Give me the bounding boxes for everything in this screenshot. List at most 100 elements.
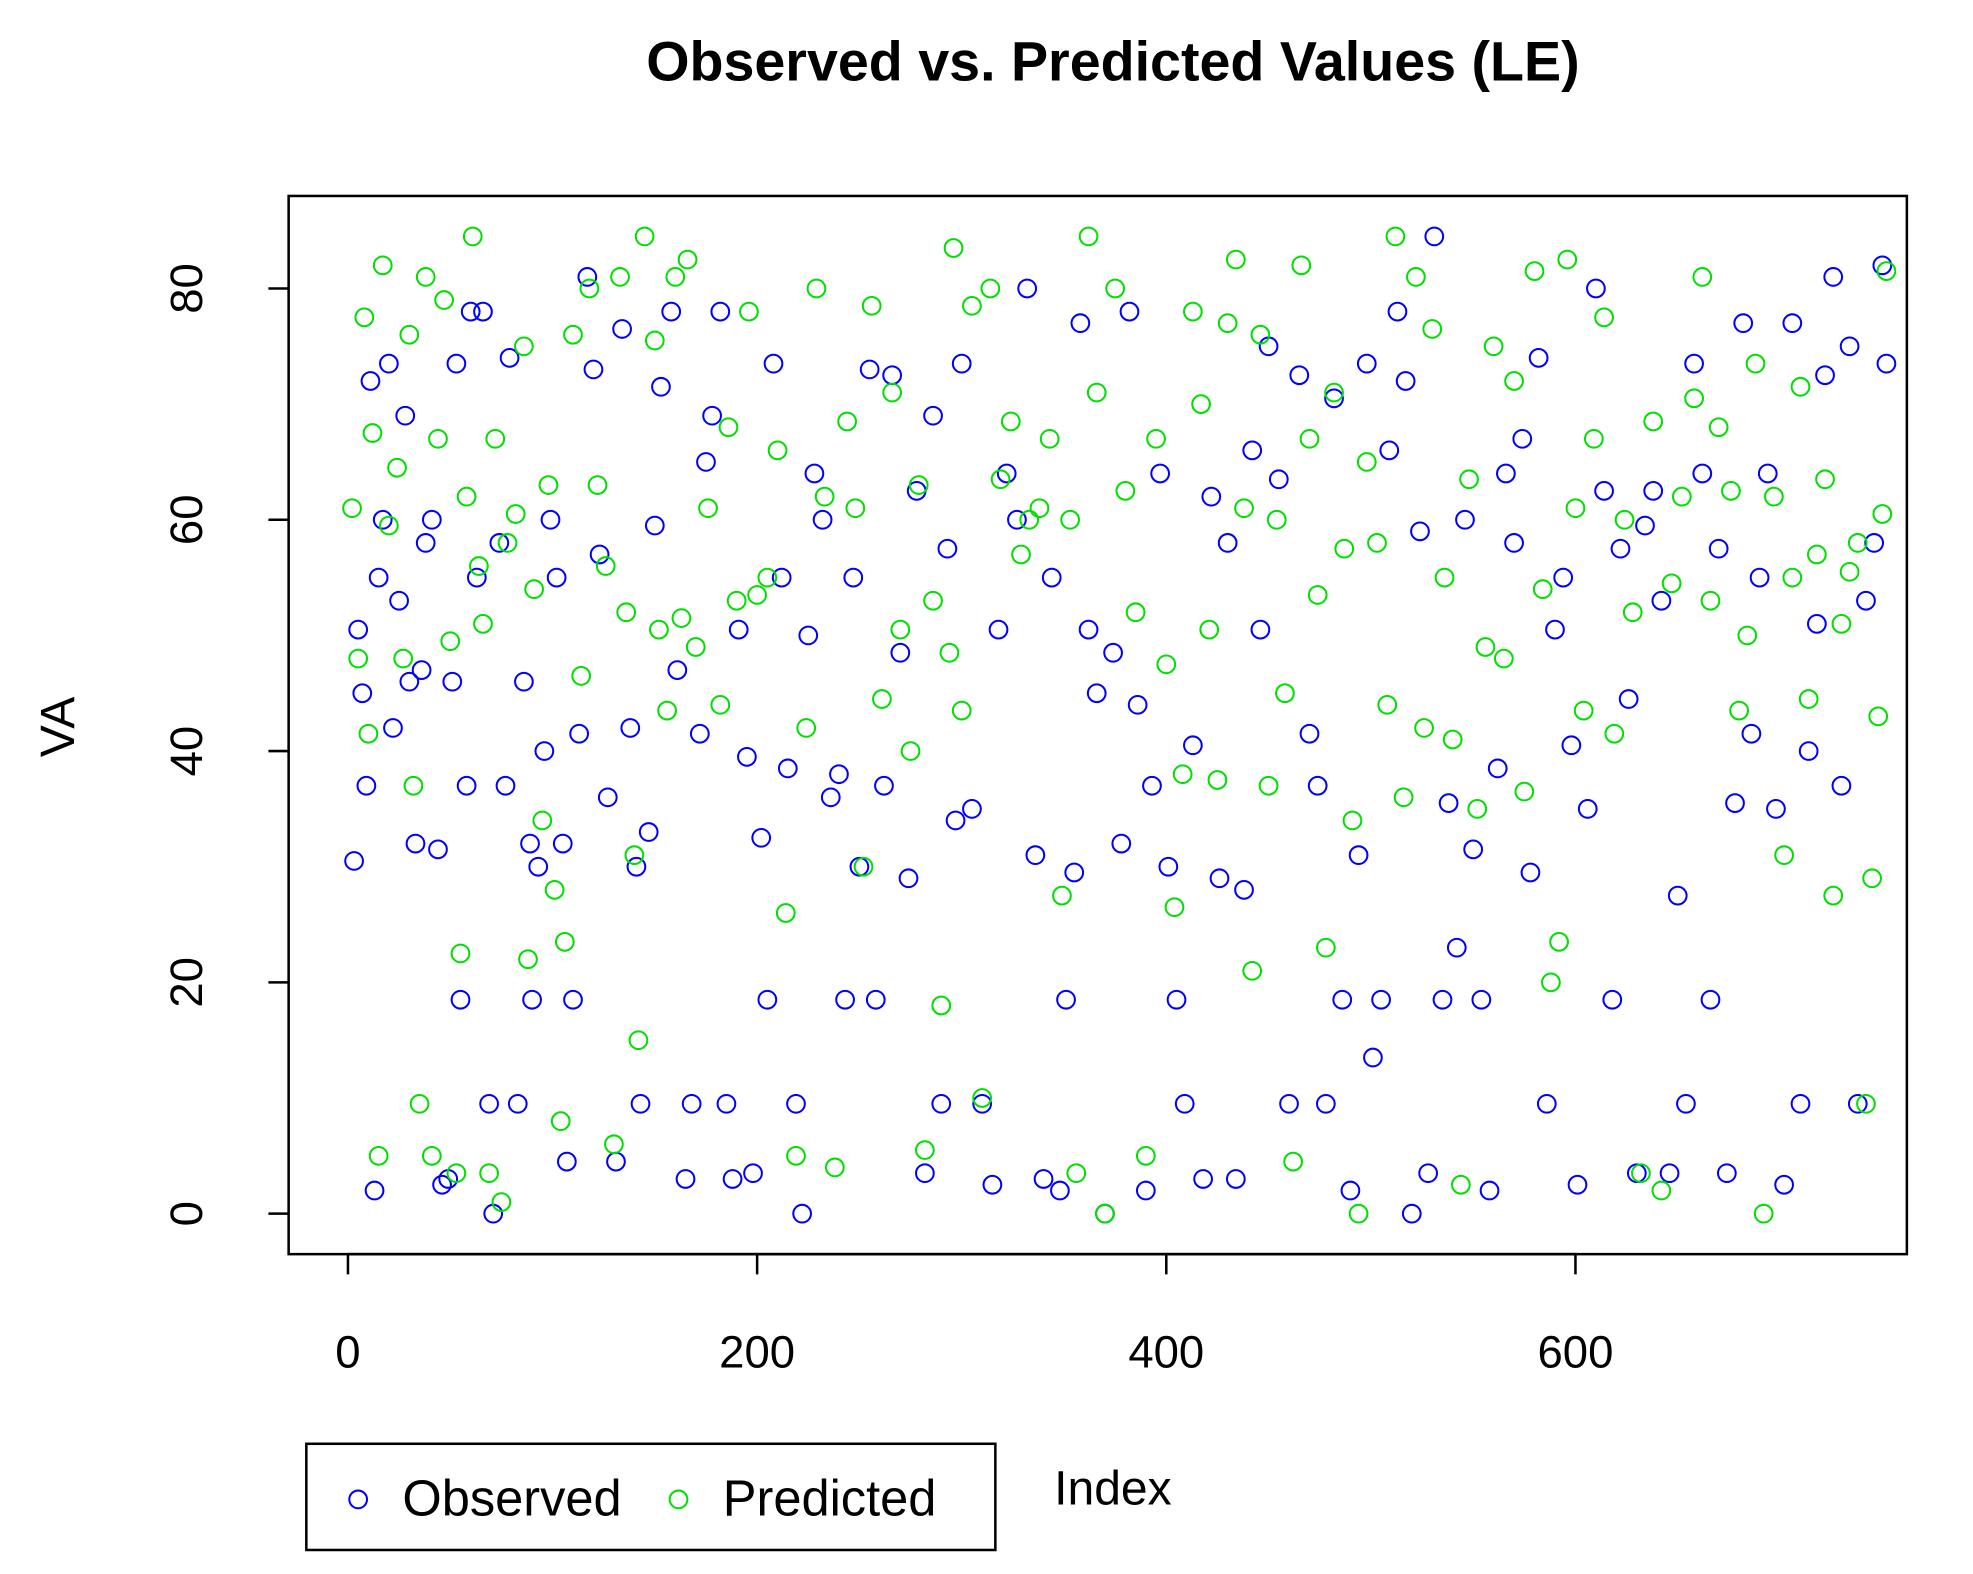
point xyxy=(1635,515,1655,536)
point xyxy=(882,365,903,386)
point xyxy=(583,359,604,380)
point xyxy=(528,856,549,877)
point xyxy=(620,718,641,738)
point xyxy=(616,602,637,623)
point xyxy=(368,1145,389,1166)
point xyxy=(1504,371,1524,391)
point xyxy=(1512,428,1533,449)
point xyxy=(1146,428,1166,449)
point xyxy=(520,833,540,854)
point xyxy=(696,452,716,472)
point xyxy=(497,533,518,553)
point xyxy=(1504,533,1524,553)
point xyxy=(757,989,778,1010)
point xyxy=(1528,348,1549,368)
point xyxy=(1307,585,1328,605)
y-tick-label: 20 xyxy=(161,957,212,1008)
point xyxy=(344,851,364,871)
point xyxy=(743,1163,763,1184)
point xyxy=(563,324,583,345)
point xyxy=(1487,758,1508,779)
point xyxy=(1234,879,1254,900)
point xyxy=(923,590,943,611)
point xyxy=(1604,723,1625,744)
point xyxy=(524,579,544,600)
point xyxy=(1234,498,1254,519)
point xyxy=(1307,775,1328,796)
point xyxy=(1225,1169,1246,1189)
legend-label: Observed xyxy=(402,1469,621,1526)
point xyxy=(829,764,849,785)
point xyxy=(786,1145,806,1166)
point xyxy=(644,515,665,536)
point xyxy=(1807,613,1827,634)
point xyxy=(1573,700,1594,721)
point xyxy=(606,1151,626,1172)
point xyxy=(1150,463,1171,484)
point xyxy=(1471,989,1492,1010)
point xyxy=(1831,775,1852,796)
point xyxy=(1064,862,1085,883)
point xyxy=(428,839,448,860)
point xyxy=(931,1093,952,1114)
point xyxy=(1708,538,1729,559)
chart-title: Observed vs. Predicted Values (LE) xyxy=(646,30,1579,92)
point xyxy=(1334,538,1355,559)
point xyxy=(777,758,798,779)
point xyxy=(597,787,618,808)
point xyxy=(421,1145,442,1166)
point xyxy=(1127,694,1148,715)
point xyxy=(1831,613,1852,634)
point xyxy=(898,868,919,889)
point xyxy=(1557,249,1578,270)
y-tick-label: 0 xyxy=(161,1201,212,1226)
point xyxy=(348,619,369,640)
point xyxy=(1060,509,1080,530)
point xyxy=(1545,619,1565,640)
point xyxy=(626,856,647,877)
point xyxy=(1209,868,1230,889)
legend-marker xyxy=(348,1489,369,1510)
point xyxy=(996,463,1017,484)
point xyxy=(1549,932,1569,952)
point xyxy=(569,723,589,744)
point xyxy=(1839,336,1860,357)
point xyxy=(1367,533,1387,553)
point xyxy=(1463,839,1484,860)
point xyxy=(1729,700,1749,721)
point xyxy=(681,1093,702,1114)
point xyxy=(1105,278,1126,299)
point xyxy=(798,625,819,646)
point xyxy=(1332,989,1353,1010)
point xyxy=(587,475,608,495)
point xyxy=(1725,793,1745,813)
point xyxy=(628,1030,649,1051)
point xyxy=(1125,602,1146,623)
point xyxy=(665,267,686,287)
point xyxy=(1438,793,1459,813)
point xyxy=(865,989,886,1010)
point xyxy=(1864,533,1885,553)
point xyxy=(1039,428,1060,449)
point xyxy=(372,255,393,276)
point xyxy=(1395,371,1416,391)
point xyxy=(415,267,436,287)
point xyxy=(348,648,369,669)
point xyxy=(739,301,759,322)
point xyxy=(835,989,855,1010)
point xyxy=(1868,706,1889,727)
point xyxy=(1774,845,1794,866)
point xyxy=(1115,481,1136,501)
point xyxy=(1183,735,1203,756)
point xyxy=(1872,255,1893,276)
point xyxy=(383,718,403,738)
point xyxy=(1377,694,1398,715)
point xyxy=(900,741,921,761)
point xyxy=(923,405,943,426)
point xyxy=(1007,509,1027,530)
point xyxy=(649,619,669,640)
point xyxy=(630,1093,651,1114)
point xyxy=(544,879,565,900)
point xyxy=(814,486,835,507)
